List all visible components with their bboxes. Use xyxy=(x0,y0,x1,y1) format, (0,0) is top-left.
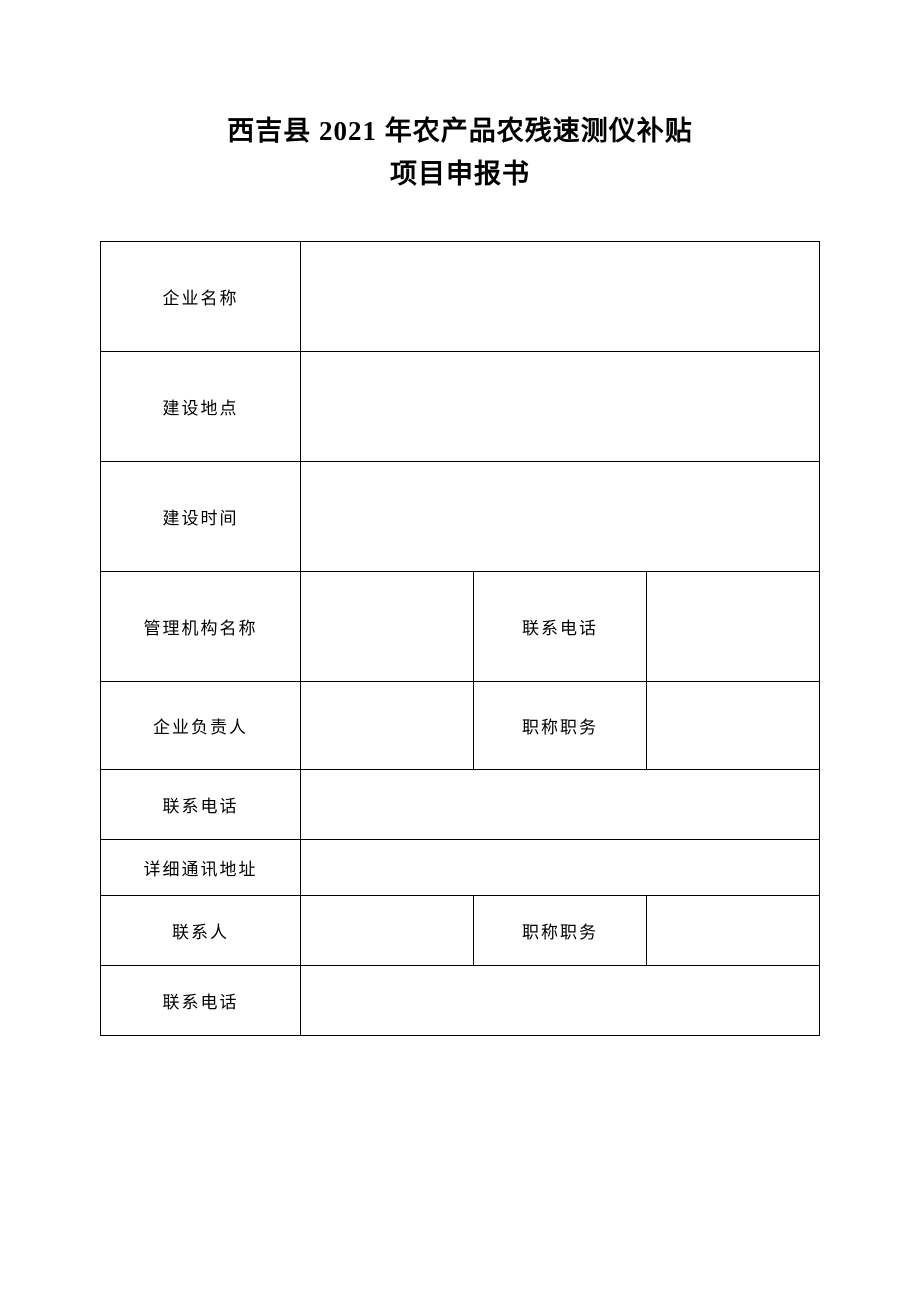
label-contact-phone-c: 联系电话 xyxy=(101,966,301,1036)
table-row: 联系电话 xyxy=(101,966,820,1036)
label-title-position-b: 职称职务 xyxy=(474,896,647,966)
label-title-position-a: 职称职务 xyxy=(474,682,647,770)
table-row: 管理机构名称 联系电话 xyxy=(101,572,820,682)
label-mgmt-org: 管理机构名称 xyxy=(101,572,301,682)
label-address: 详细通讯地址 xyxy=(101,840,301,896)
value-title-position-b xyxy=(647,896,820,966)
application-form-table: 企业名称 建设地点 建设时间 管理机构名称 联系电话 企业负责人 职称职务 联系… xyxy=(100,241,820,1036)
document-title: 西吉县 2021 年农产品农残速测仪补贴 项目申报书 xyxy=(100,110,820,196)
label-contact-phone-a: 联系电话 xyxy=(474,572,647,682)
value-company-leader xyxy=(301,682,474,770)
label-contact-phone-b: 联系电话 xyxy=(101,770,301,840)
label-build-time: 建设时间 xyxy=(101,462,301,572)
table-row: 企业负责人 职称职务 xyxy=(101,682,820,770)
value-contact-person xyxy=(301,896,474,966)
label-build-location: 建设地点 xyxy=(101,352,301,462)
value-company-name xyxy=(301,242,820,352)
value-build-time xyxy=(301,462,820,572)
title-line-1: 西吉县 2021 年农产品农残速测仪补贴 xyxy=(100,110,820,153)
value-mgmt-org xyxy=(301,572,474,682)
table-row: 联系人 职称职务 xyxy=(101,896,820,966)
table-row: 企业名称 xyxy=(101,242,820,352)
value-contact-phone-c xyxy=(301,966,820,1036)
value-contact-phone-a xyxy=(647,572,820,682)
title-line-2: 项目申报书 xyxy=(100,153,820,196)
label-contact-person: 联系人 xyxy=(101,896,301,966)
table-row: 建设地点 xyxy=(101,352,820,462)
value-build-location xyxy=(301,352,820,462)
label-company-name: 企业名称 xyxy=(101,242,301,352)
table-row: 联系电话 xyxy=(101,770,820,840)
value-address xyxy=(301,840,820,896)
table-row: 详细通讯地址 xyxy=(101,840,820,896)
table-row: 建设时间 xyxy=(101,462,820,572)
value-title-position-a xyxy=(647,682,820,770)
label-company-leader: 企业负责人 xyxy=(101,682,301,770)
value-contact-phone-b xyxy=(301,770,820,840)
